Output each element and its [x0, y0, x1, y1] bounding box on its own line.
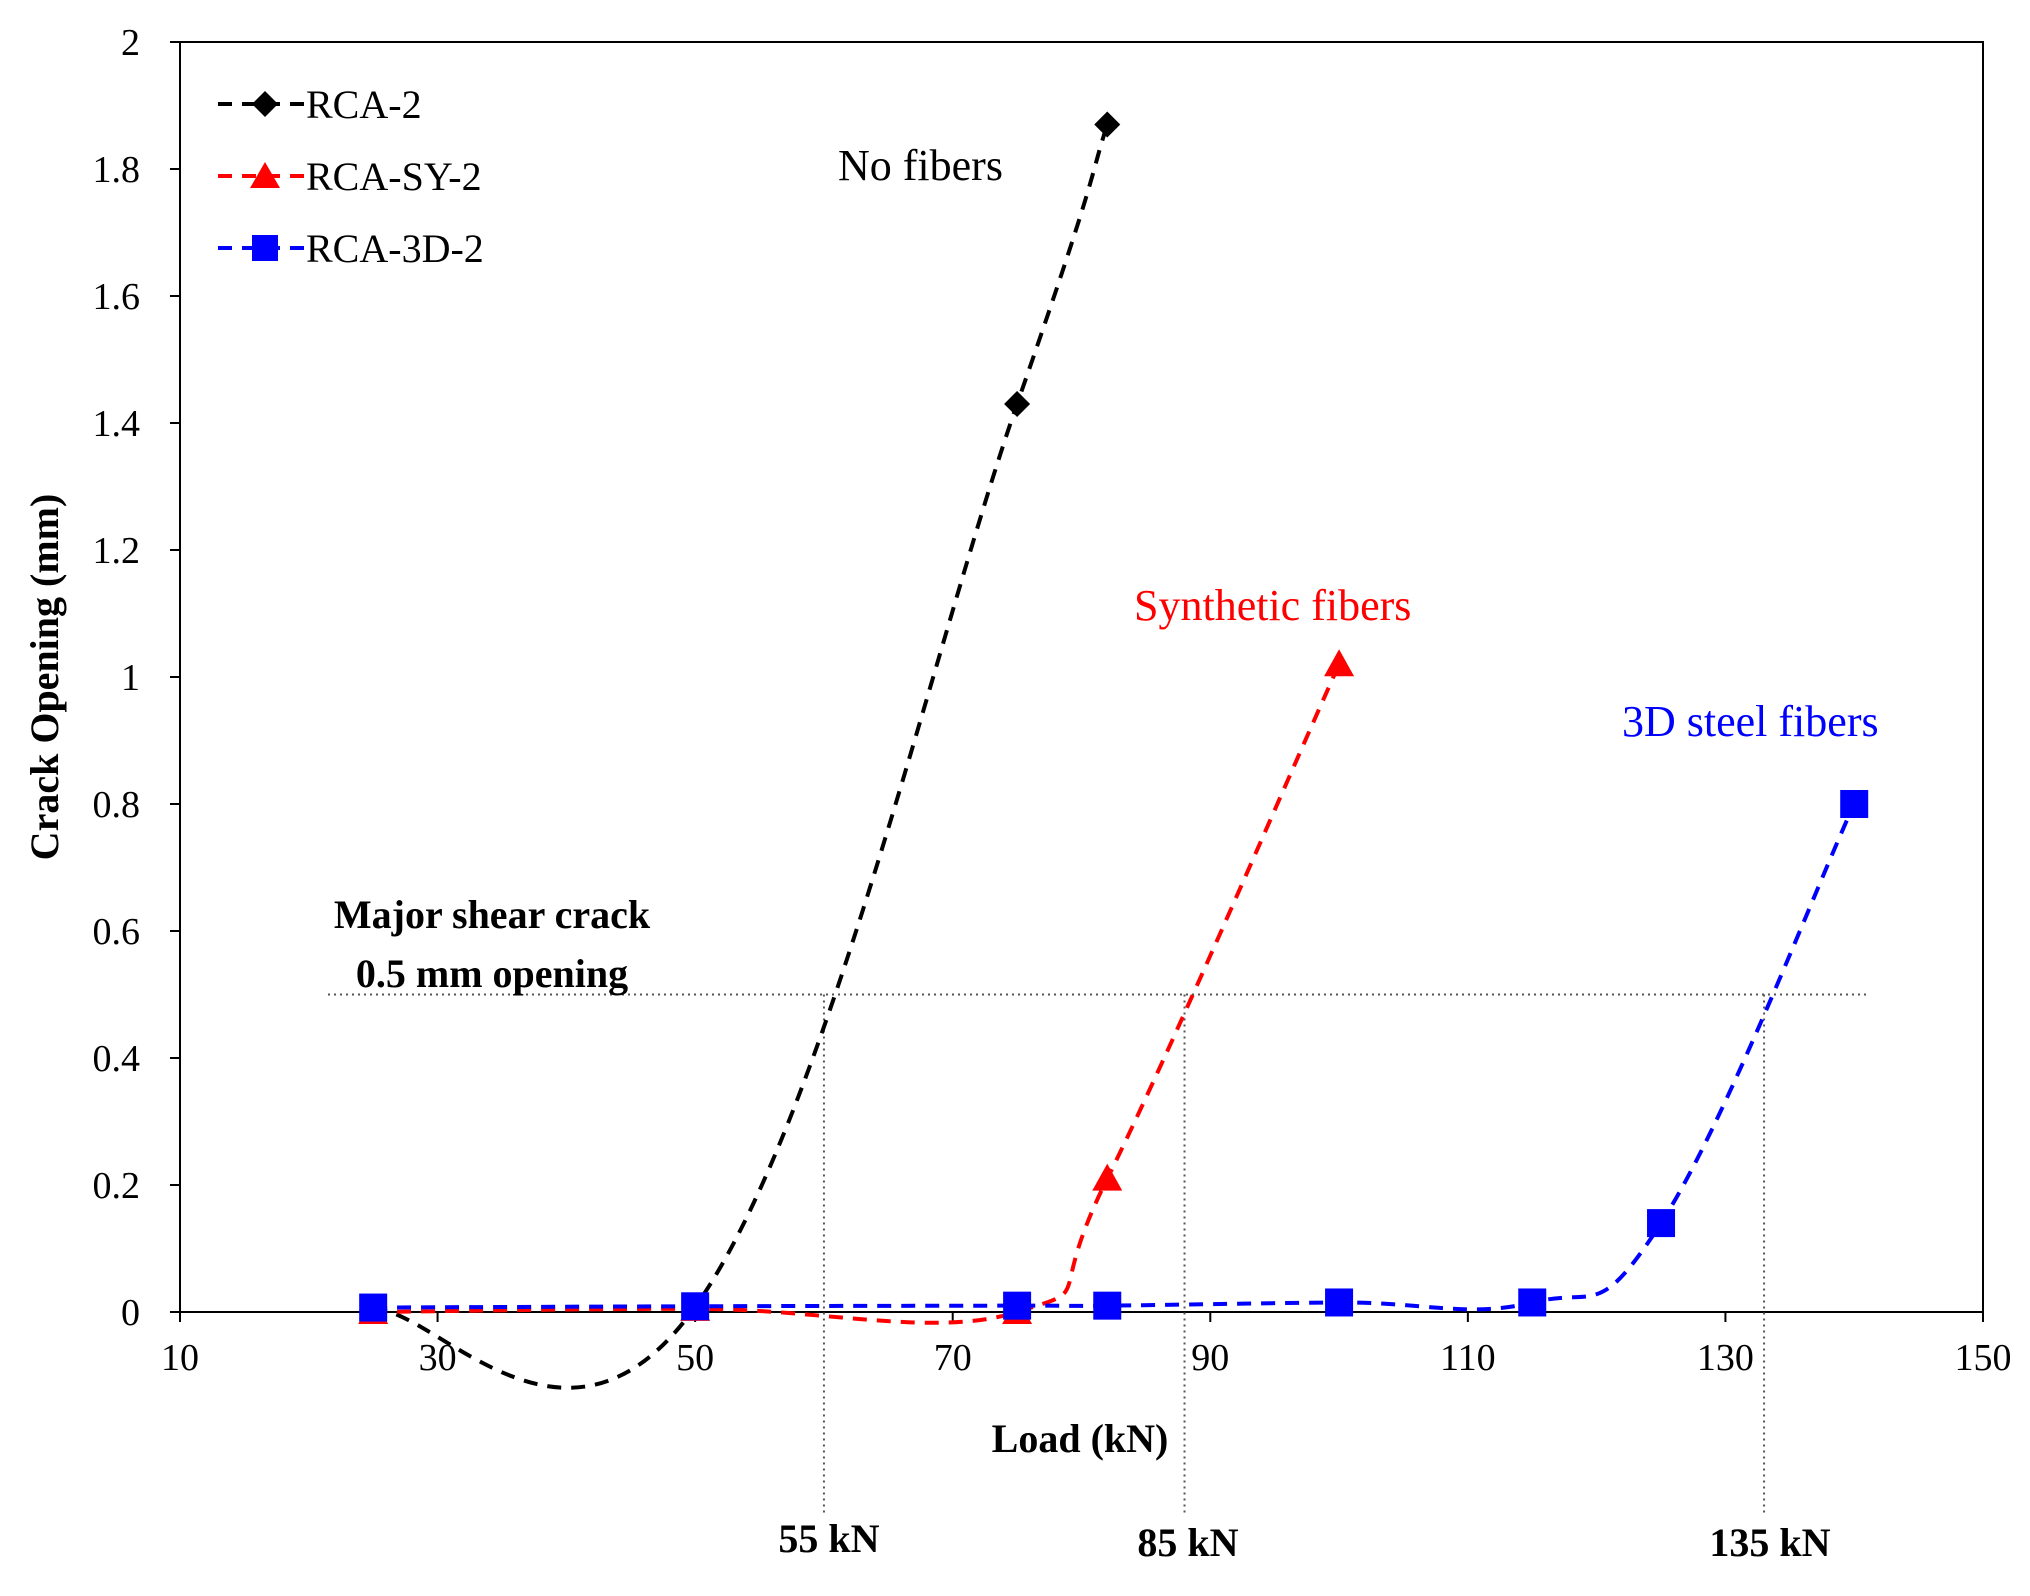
- crossing-label-55: 55 kN: [778, 1516, 879, 1561]
- y-tick-label: 0.8: [93, 784, 141, 826]
- data-point-square: [1518, 1288, 1547, 1317]
- data-point-square: [681, 1292, 710, 1321]
- annotation-no-fibers: No fibers: [838, 141, 1003, 190]
- y-tick-label: 0.2: [93, 1165, 141, 1207]
- threshold-label-line1: Major shear crack: [334, 892, 651, 937]
- legend-marker-diamond: [252, 91, 278, 117]
- series-line-rca-sy-2: [373, 663, 1341, 1325]
- data-point-square: [1093, 1291, 1122, 1320]
- threshold-label-line2: 0.5 mm opening: [356, 951, 628, 996]
- x-axis-title: Load (kN): [992, 1416, 1169, 1461]
- y-axis-title: Crack Opening (mm): [22, 494, 67, 861]
- data-point-square: [359, 1293, 388, 1322]
- data-point-diamond: [1004, 390, 1031, 417]
- data-series: [358, 111, 1869, 1390]
- x-tick-label: 50: [676, 1337, 714, 1379]
- y-tick-label: 1.4: [93, 403, 141, 445]
- legend-label-rca-3d-2: RCA-3D-2: [306, 226, 484, 271]
- series-line-rca-3d-2: [373, 803, 1857, 1312]
- data-point-square: [1840, 790, 1869, 818]
- legend-marker-square: [252, 235, 278, 261]
- legend: RCA-2 RCA-SY-2 RCA-3D-2: [218, 82, 484, 271]
- legend-label-rca-2: RCA-2: [306, 82, 422, 127]
- data-point-square: [1003, 1291, 1032, 1320]
- threshold-lines: [328, 993, 1866, 1515]
- y-tick-label: 0: [121, 1292, 140, 1334]
- data-point-triangle: [1324, 649, 1355, 677]
- data-point-diamond: [1094, 111, 1121, 138]
- crossing-label-85: 85 kN: [1137, 1520, 1238, 1565]
- y-tick-label: 2: [121, 22, 140, 64]
- y-tick-label: 1.6: [93, 276, 141, 318]
- data-point-square: [1647, 1209, 1676, 1238]
- legend-label-rca-sy-2: RCA-SY-2: [306, 154, 482, 199]
- x-tick-label: 70: [934, 1337, 972, 1379]
- y-tick-label: 1: [121, 657, 140, 699]
- axis-ticks: 10 30 50 70 90 110 130 15000.20.40.60.811.21.41…: [93, 22, 2012, 1379]
- y-tick-label: 1.8: [93, 149, 141, 191]
- x-tick-label: 10: [161, 1337, 199, 1379]
- annotation-3d-steel-fibers: 3D steel fibers: [1622, 697, 1879, 746]
- legend-marker-triangle: [250, 162, 280, 188]
- plot-area: [179, 41, 1984, 1313]
- y-tick-label: 0.4: [93, 1038, 141, 1080]
- y-tick-label: 0.6: [93, 911, 141, 953]
- data-point-square: [1325, 1288, 1354, 1317]
- y-tick-label: 1.2: [93, 530, 141, 572]
- crossing-label-135: 135 kN: [1709, 1520, 1830, 1565]
- x-tick-label: 130: [1697, 1337, 1754, 1379]
- series-line-rca-2: [373, 123, 1110, 1390]
- x-tick-label: 150: [1955, 1337, 2012, 1379]
- x-tick-label: 110: [1440, 1337, 1496, 1379]
- annotation-synthetic-fibers: Synthetic fibers: [1134, 581, 1411, 630]
- x-tick-label: 90: [1191, 1337, 1229, 1379]
- data-point-triangle: [1092, 1163, 1123, 1191]
